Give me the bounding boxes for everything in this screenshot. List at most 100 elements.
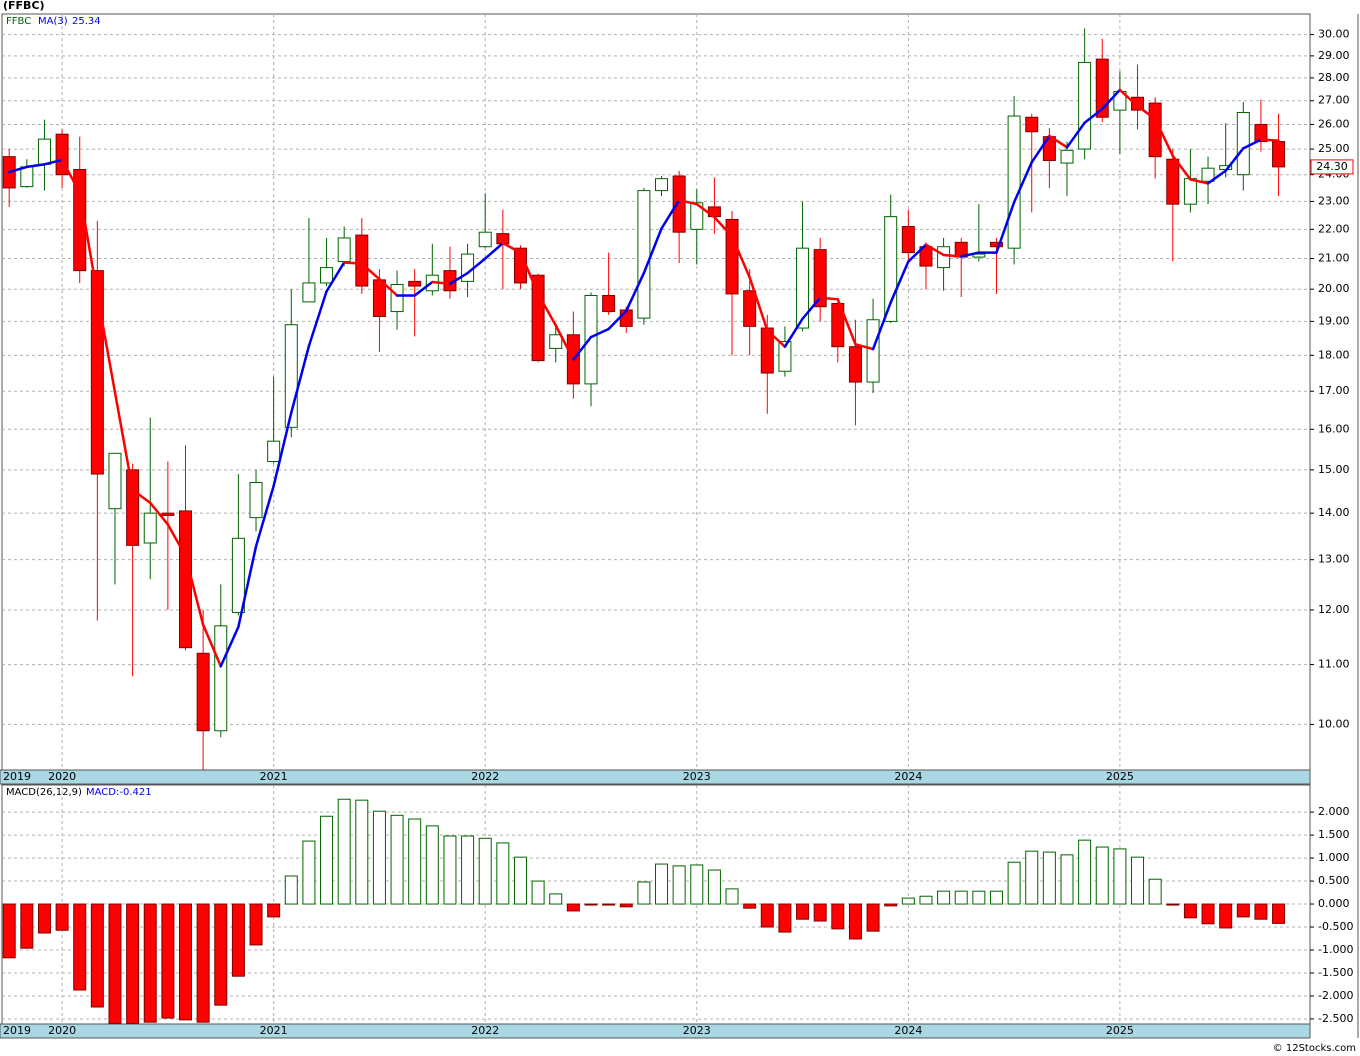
ma-segment xyxy=(730,235,751,279)
macd-bar xyxy=(1025,850,1039,905)
macd-bar xyxy=(831,903,845,930)
macd-bar xyxy=(1272,903,1286,924)
x-tick-label: 2020 xyxy=(48,1024,76,1037)
ma-segment xyxy=(536,292,557,327)
ma-segment xyxy=(871,301,892,351)
macd-bar xyxy=(584,903,598,906)
ma-segment xyxy=(748,276,769,332)
ma-segment xyxy=(201,623,223,668)
candle-body xyxy=(267,440,281,463)
y-tick-label: 15.00 xyxy=(1318,463,1350,476)
candle-body xyxy=(796,247,810,329)
ma-segment xyxy=(924,243,945,257)
ma-segment xyxy=(942,253,963,258)
macd-bar xyxy=(478,837,492,905)
candle-body xyxy=(989,241,1003,248)
y-tick-label: 14.00 xyxy=(1318,506,1350,519)
candle-body xyxy=(1236,111,1250,176)
macd-bar xyxy=(1166,903,1180,906)
candle-body xyxy=(143,512,157,544)
legend-macd: MACD(26,12,9) xyxy=(6,787,82,798)
y-tick-label: 1.000 xyxy=(1318,851,1350,864)
candle-body xyxy=(108,452,122,510)
candle-body xyxy=(919,246,933,267)
macd-bar xyxy=(461,835,475,905)
macd-bar xyxy=(390,814,404,905)
ma-segment xyxy=(1189,178,1210,185)
x-tick-label: 2024 xyxy=(894,1024,922,1037)
x-tick-label: 2019 xyxy=(3,1024,31,1037)
macd-bar xyxy=(179,903,192,1021)
macd-bar xyxy=(884,903,898,907)
ma-segment xyxy=(219,625,240,668)
ma-segment xyxy=(801,296,822,321)
y-tick-label: 13.00 xyxy=(1318,553,1350,566)
macd-bar xyxy=(1183,903,1197,919)
x-tick-label: 2022 xyxy=(471,770,499,783)
macd-bar xyxy=(743,903,757,909)
candle-body xyxy=(355,234,369,287)
y-tick-label: 20.00 xyxy=(1318,282,1350,295)
candle-body xyxy=(179,510,192,649)
candle-body xyxy=(637,190,651,319)
macd-bar xyxy=(1078,839,1092,905)
macd-bar xyxy=(796,903,810,920)
ma-segment xyxy=(307,290,328,348)
candle-body xyxy=(249,482,263,519)
macd-bar xyxy=(937,890,951,905)
y-tick-label: -1.000 xyxy=(1318,943,1353,956)
ma-segment xyxy=(1206,169,1227,185)
chart-title: (FFBC) xyxy=(3,0,45,12)
ma-segment xyxy=(272,411,293,488)
last-price-box xyxy=(1310,159,1354,175)
y-tick-label: 16.00 xyxy=(1318,422,1350,435)
y-tick-label: 27.00 xyxy=(1318,94,1350,107)
ma-segment xyxy=(695,202,716,219)
macd-bar xyxy=(866,903,880,932)
macd-bar xyxy=(337,798,351,905)
candle-body xyxy=(196,652,210,732)
macd-bar xyxy=(637,881,651,905)
candle-body xyxy=(655,178,669,192)
y-tick-label: 26.00 xyxy=(1318,117,1350,130)
macd-bar xyxy=(513,856,527,905)
candle-body xyxy=(549,334,563,349)
candle-body xyxy=(320,267,334,284)
x-tick-label: 2023 xyxy=(683,1024,711,1037)
macd-bar xyxy=(408,818,422,905)
candle-body xyxy=(972,253,986,258)
macd-bar xyxy=(760,903,774,928)
ma-segment xyxy=(1048,134,1069,149)
y-tick-label: 25.00 xyxy=(1318,142,1350,155)
ma-segment xyxy=(113,391,134,492)
macd-bar xyxy=(619,903,633,908)
macd-bar xyxy=(707,869,721,905)
candle-body xyxy=(1060,149,1074,164)
candle-body xyxy=(1166,158,1180,205)
candle-body xyxy=(231,537,245,614)
macd-bar xyxy=(284,875,298,905)
y-tick-label: -2.500 xyxy=(1318,1012,1353,1025)
macd-bar xyxy=(425,825,439,905)
legend-ma: MA(3) xyxy=(38,16,68,27)
y-tick-label: 17.00 xyxy=(1318,384,1350,397)
macd-bar xyxy=(1042,851,1056,905)
ma-segment xyxy=(572,335,593,361)
macd-bar xyxy=(919,895,933,905)
candle-body xyxy=(848,346,862,383)
macd-bar xyxy=(161,903,175,1019)
macd-bar xyxy=(1113,848,1127,905)
ma-segment xyxy=(625,271,646,313)
ma-segment xyxy=(1083,107,1104,125)
ma-segment xyxy=(554,324,575,361)
macd-bar xyxy=(108,903,122,1025)
candle-body xyxy=(1078,61,1092,150)
ma-segment xyxy=(483,241,505,260)
candle-body xyxy=(1201,167,1215,182)
y-tick-label: 0.500 xyxy=(1318,874,1350,887)
macd-bar xyxy=(1060,854,1074,905)
macd-bar xyxy=(90,903,104,1008)
x-tick-label: 2021 xyxy=(260,1024,288,1037)
